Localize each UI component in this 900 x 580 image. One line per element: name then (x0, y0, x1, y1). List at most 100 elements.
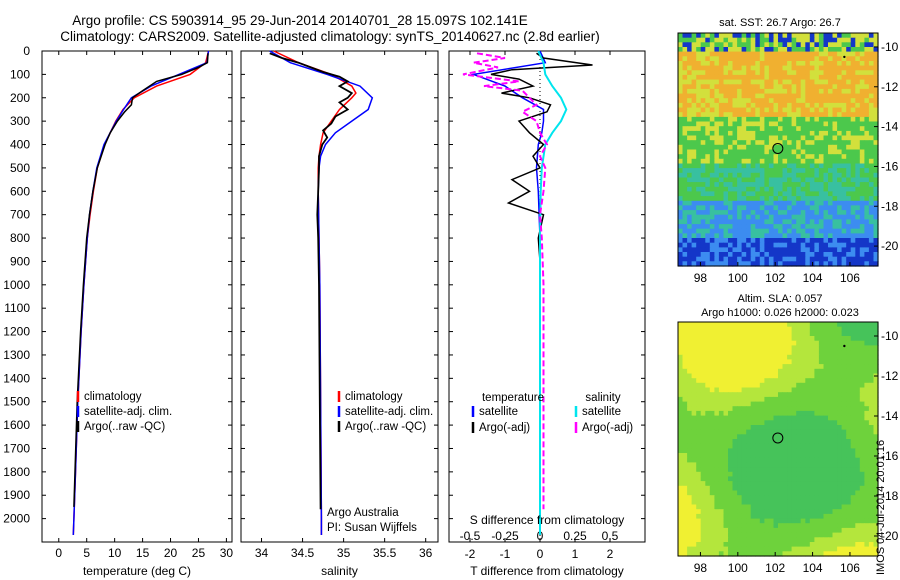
sla-map-cell (741, 518, 747, 524)
sst-map-cell (846, 233, 852, 239)
sst-map-cell (700, 247, 706, 253)
sst-map-cell (732, 65, 738, 71)
sla-map-cell (855, 396, 861, 403)
sla-map-cell (791, 373, 797, 379)
sst-map-cell (764, 37, 770, 43)
sla-map-cell (714, 326, 720, 332)
sst-map-cell (823, 74, 829, 81)
sla-map-cell (687, 504, 693, 510)
sst-map-cell (850, 112, 856, 118)
sst-map-cell (855, 228, 861, 234)
sst-map-cell (832, 172, 838, 179)
sst-map-cell (709, 33, 715, 39)
sst-map-cell (800, 205, 806, 211)
sla-map-cell (755, 471, 761, 478)
sla-map-cell (832, 504, 838, 510)
x-tick-label-S-difference: -0.25 (491, 529, 519, 543)
sst-map-cell (755, 70, 761, 76)
sst-map-cell (682, 224, 688, 230)
sla-map-cell (746, 537, 752, 543)
sst-map-cell (687, 130, 693, 137)
sla-map-cell (868, 537, 874, 543)
sst-map-cell (773, 154, 779, 160)
sla-map-cell (805, 439, 811, 445)
sla-map-cell (737, 359, 743, 365)
sst-map-cell (687, 205, 693, 211)
sla-map-cell (718, 509, 724, 515)
sla-map-cell (791, 434, 797, 440)
sla-map-cell (741, 382, 747, 389)
sla-map-cell (800, 354, 806, 361)
sla-map-cell (705, 481, 711, 487)
sla-map-cell (832, 322, 838, 328)
sla-map-cell (768, 354, 774, 361)
sst-map-cell (787, 168, 793, 174)
sst-map-cell (855, 149, 861, 155)
sla-map-cell (823, 537, 829, 543)
sla-map-cell (873, 331, 879, 337)
sla-map-cell (864, 490, 870, 496)
sst-map-cell (868, 74, 874, 81)
sst-map-cell (678, 121, 684, 127)
sla-map-cell (696, 462, 702, 468)
sst-map-cell (750, 238, 756, 244)
sla-map-cell (805, 462, 811, 468)
sla-map-cell (714, 425, 720, 431)
sla-map-cell (678, 373, 684, 379)
sst-map-cell (864, 51, 870, 57)
sst-map-cell (859, 191, 865, 197)
sla-map-cell (678, 443, 684, 449)
sst-map-cell (823, 65, 829, 71)
sst-map-cell (750, 51, 756, 57)
sst-map-cell (837, 112, 843, 118)
sla-map-cell (809, 527, 815, 534)
sla-map-cell (782, 350, 788, 356)
sla-map-cell (828, 509, 834, 515)
sst-map-cell (850, 51, 856, 57)
sla-map-cell (764, 434, 770, 440)
sla-map-cell (800, 429, 806, 435)
sst-map-cell (828, 102, 834, 109)
sla-map-cell (864, 392, 870, 398)
sst-map-cell (846, 200, 852, 207)
sla-map-cell (787, 523, 793, 529)
sst-map-cell (741, 61, 747, 67)
sst-map-cell (782, 74, 788, 81)
sla-map-cell (718, 322, 724, 328)
sla-map-cell (696, 396, 702, 403)
sst-map-cell (764, 121, 770, 127)
sst-map-cell (800, 196, 806, 202)
sst-map-cell (791, 252, 797, 258)
sla-map-cell (709, 354, 715, 361)
sla-map-cell (868, 326, 874, 332)
sst-map-cell (837, 256, 843, 262)
sla-map-cell (868, 490, 874, 496)
sst-map-cell (823, 154, 829, 160)
sla-map-cell (764, 495, 770, 501)
sla-map-cell (846, 448, 852, 454)
sla-map-cell (678, 527, 684, 534)
sla-map-cell (741, 415, 747, 421)
sla-map-cell (709, 345, 715, 351)
sla-map-cell (800, 387, 806, 393)
sla-map-cell (850, 406, 856, 412)
sst-map-cell (837, 233, 843, 239)
sst-map-cell (796, 65, 802, 71)
sla-map-cell (687, 462, 693, 468)
sla-map-cell (750, 457, 756, 463)
sla-map-cell (868, 443, 874, 449)
sst-map-cell (728, 79, 734, 85)
x-tick-label-T-difference: 2 (607, 547, 614, 561)
sst-map-cell (741, 93, 747, 99)
sla-map-cell (737, 373, 743, 379)
sst-map-cell (814, 205, 820, 211)
sla-map-cell (778, 331, 784, 337)
sst-map-cell (814, 214, 820, 220)
sla-map-cell (846, 322, 852, 328)
sst-map-cell (732, 144, 738, 151)
sst-map-cell (764, 93, 770, 99)
sst-map-cell (787, 200, 793, 207)
sla-map-cell (828, 551, 834, 557)
sst-map-cell (737, 186, 743, 193)
sst-map-cell (837, 149, 843, 155)
